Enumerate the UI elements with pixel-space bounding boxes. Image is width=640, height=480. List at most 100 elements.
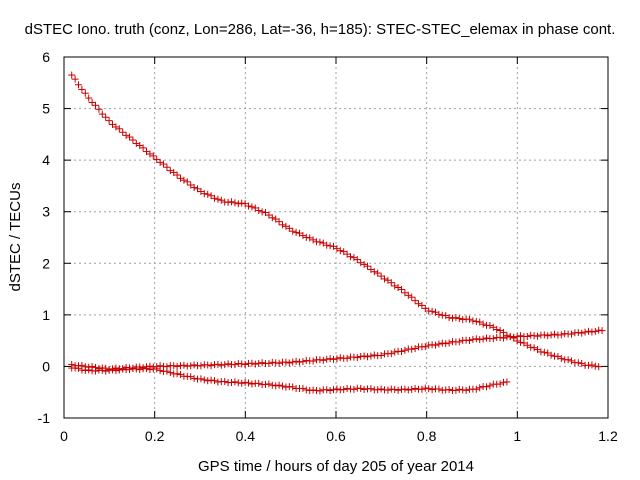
data-point (360, 352, 368, 360)
data-series (68, 71, 606, 395)
data-point (479, 335, 487, 343)
data-point (81, 366, 89, 374)
data-point (211, 377, 219, 385)
data-point (200, 376, 208, 384)
data-point (551, 330, 559, 338)
data-point (275, 218, 283, 226)
data-point (231, 361, 239, 369)
data-point (357, 384, 365, 392)
data-point (472, 335, 480, 343)
data-point (78, 85, 86, 93)
data-point (309, 357, 317, 365)
data-point (173, 370, 181, 378)
data-point (472, 385, 480, 393)
data-point (160, 160, 168, 168)
data-point (122, 131, 130, 139)
data-point (557, 354, 565, 362)
data-point (398, 285, 406, 293)
y-tick-label: 0 (42, 358, 50, 374)
data-point (408, 385, 416, 393)
data-point (166, 167, 174, 175)
data-point (275, 381, 283, 389)
data-point (343, 385, 351, 393)
data-point (75, 364, 83, 372)
data-point (391, 282, 399, 290)
y-tick-label: 4 (42, 152, 50, 168)
data-point (258, 359, 266, 367)
data-point (370, 351, 378, 359)
data-point (126, 366, 134, 374)
data-point (299, 232, 307, 240)
data-point (204, 361, 212, 369)
data-point (187, 362, 195, 370)
data-point (445, 314, 453, 322)
data-point (309, 386, 317, 394)
data-point (319, 356, 327, 364)
data-point (177, 174, 185, 182)
x-tick-label: 0.4 (236, 428, 256, 444)
data-point (173, 363, 181, 371)
data-point (404, 386, 412, 394)
data-point (217, 361, 225, 369)
data-point (510, 333, 518, 341)
data-point (173, 171, 181, 179)
data-point (353, 256, 361, 264)
data-point (574, 359, 582, 367)
data-point (326, 387, 334, 395)
data-point (238, 199, 246, 207)
data-point (85, 366, 93, 374)
data-point (299, 384, 307, 392)
data-point (370, 268, 378, 276)
data-point (279, 221, 287, 229)
data-point (503, 378, 511, 386)
data-point (95, 105, 103, 113)
x-tick-label: 1 (513, 428, 521, 444)
data-point (200, 190, 208, 198)
data-point (557, 331, 565, 339)
data-point (391, 385, 399, 393)
data-point (81, 89, 89, 97)
data-point (330, 386, 338, 394)
data-point (85, 94, 93, 102)
data-point (282, 358, 290, 366)
data-point (98, 366, 106, 374)
x-tick-label: 0 (60, 428, 68, 444)
data-point (357, 259, 365, 267)
data-point (302, 233, 310, 241)
data-point (211, 194, 219, 202)
data-point (166, 369, 174, 377)
data-point (255, 379, 263, 387)
data-point (377, 385, 385, 393)
data-point (568, 357, 576, 365)
data-point (105, 117, 113, 125)
series-arc-1 (68, 71, 603, 371)
x-axis-label: GPS time / hours of day 205 of year 2014 (198, 458, 474, 475)
data-point (238, 379, 246, 387)
data-point (323, 355, 331, 363)
data-point (279, 382, 287, 390)
data-point (585, 327, 593, 335)
data-point (432, 341, 440, 349)
data-point (479, 320, 487, 328)
data-point (540, 331, 548, 339)
data-point (486, 382, 494, 390)
data-point (523, 332, 531, 340)
data-point (500, 334, 508, 342)
data-point (517, 338, 525, 346)
data-point (289, 358, 297, 366)
data-point (177, 371, 185, 379)
data-point (204, 190, 212, 198)
data-point (401, 385, 409, 393)
y-axis-label: dSTEC / TECUs (7, 183, 24, 292)
data-point (255, 359, 263, 367)
data-point (489, 335, 497, 343)
data-point (102, 367, 110, 375)
data-point (578, 329, 586, 337)
data-point (224, 360, 232, 368)
data-point (435, 310, 443, 318)
data-point (146, 366, 154, 374)
data-point (163, 367, 171, 375)
data-point (214, 360, 222, 368)
data-point (163, 163, 171, 171)
data-point (411, 385, 419, 393)
